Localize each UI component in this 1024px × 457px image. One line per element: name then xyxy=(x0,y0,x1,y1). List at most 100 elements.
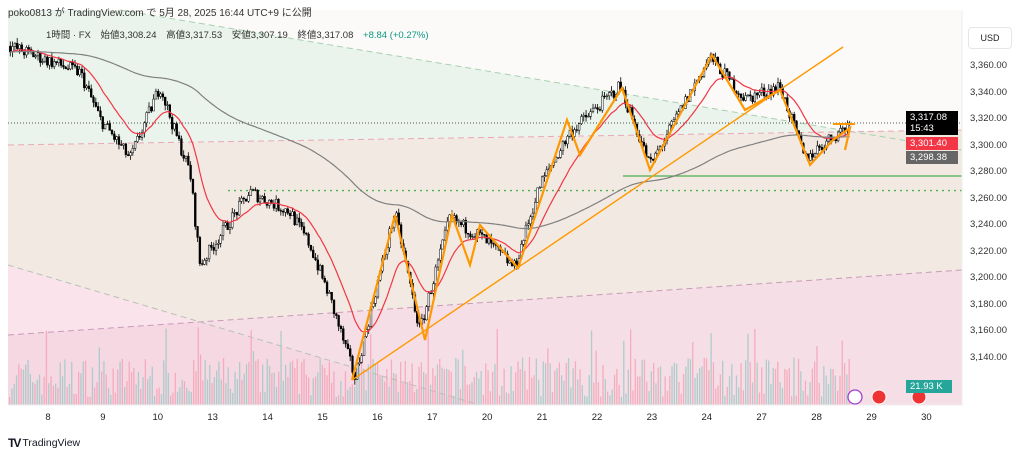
volume-bar xyxy=(87,396,89,405)
volume-bar xyxy=(740,363,742,405)
volume-bar xyxy=(337,395,340,405)
candle-body xyxy=(540,176,544,188)
candle-body xyxy=(92,96,95,103)
volume-bar xyxy=(731,364,733,405)
volume-bar xyxy=(452,396,455,405)
candle-body xyxy=(559,150,562,158)
candle-body xyxy=(272,203,276,209)
candle-body xyxy=(34,55,37,58)
candle-body xyxy=(298,217,301,223)
volume-bar xyxy=(830,368,832,405)
candle-body xyxy=(80,68,84,74)
candle-body xyxy=(582,114,585,117)
volume-bar xyxy=(48,383,50,405)
candle-body xyxy=(670,121,673,126)
x-tick: 28 xyxy=(811,412,822,423)
volume-bar xyxy=(643,359,646,405)
volume-bar xyxy=(324,367,326,405)
candle-body xyxy=(284,208,287,213)
candle-body xyxy=(170,117,174,130)
candle-body xyxy=(90,88,93,98)
volume-bar xyxy=(457,359,459,405)
candle-body xyxy=(9,45,12,53)
volume-bar xyxy=(726,386,728,405)
volume-bar xyxy=(756,362,758,405)
candle-body xyxy=(224,222,227,226)
volume-bar xyxy=(130,372,133,405)
volume-bar xyxy=(101,371,103,405)
x-tick: 13 xyxy=(207,412,218,423)
volume-bar xyxy=(809,382,811,405)
volume-bar xyxy=(774,368,777,405)
volume-bar xyxy=(837,390,839,405)
volume-bar xyxy=(34,383,36,405)
candle-body xyxy=(575,129,578,131)
candle-body xyxy=(36,52,40,57)
volume-bar xyxy=(540,396,542,405)
candle-body xyxy=(677,111,680,115)
volume-bar xyxy=(211,383,213,405)
currency-button[interactable]: USD xyxy=(968,27,1012,49)
volume-bar xyxy=(832,368,834,405)
volume-bar xyxy=(234,371,236,405)
volume-bar xyxy=(708,370,710,405)
volume-bar xyxy=(630,329,632,405)
volume-bar xyxy=(558,362,560,405)
volume-bar xyxy=(45,330,48,405)
candle-body xyxy=(279,210,282,212)
candle-body xyxy=(746,94,750,96)
candle-body xyxy=(295,217,299,225)
volume-bar xyxy=(473,376,475,405)
candle-body xyxy=(587,116,590,118)
volume-bar xyxy=(303,359,305,405)
y-tick: 3,160.00 xyxy=(970,325,1007,336)
volume-bar xyxy=(117,369,119,405)
volume-bar xyxy=(57,387,59,405)
volume-bar xyxy=(186,387,188,405)
volume-bar xyxy=(839,375,841,405)
candle-body xyxy=(601,95,604,111)
volume-bar xyxy=(588,375,590,405)
candle-body xyxy=(647,156,650,158)
volume-bar xyxy=(388,386,390,405)
volume-bar xyxy=(620,396,623,405)
volume-bar xyxy=(590,330,593,405)
volume-bar xyxy=(597,382,600,405)
candle-body xyxy=(263,196,266,203)
tradingview-logo[interactable]: TV TradingView xyxy=(8,436,80,450)
x-tick: 23 xyxy=(646,412,658,423)
volume-bar xyxy=(770,383,772,405)
volume-bar xyxy=(549,363,551,405)
volume-bar xyxy=(567,358,570,405)
candle-body xyxy=(124,143,128,155)
volume-bar xyxy=(59,362,61,405)
y-tick: 3,320.00 xyxy=(970,113,1007,124)
volume-bar xyxy=(195,371,197,405)
volume-bar xyxy=(761,367,763,405)
candle-body xyxy=(351,355,354,373)
volume-bar xyxy=(696,373,698,405)
candle-body xyxy=(739,93,743,98)
volume-bar xyxy=(167,372,169,405)
legend-low: 安値3,307.19 xyxy=(231,30,288,41)
candle-body xyxy=(596,107,599,110)
candle-body xyxy=(94,102,97,107)
volume-bar xyxy=(689,359,692,405)
volume-bar xyxy=(510,366,512,405)
volume-bar xyxy=(418,366,420,405)
candle-body xyxy=(27,47,30,50)
volume-bar xyxy=(174,372,176,405)
volume-bar xyxy=(218,361,220,405)
volume-bar xyxy=(786,370,788,405)
candle-body xyxy=(103,124,107,130)
volume-bar xyxy=(450,371,452,405)
volume-bar xyxy=(768,360,770,405)
candle-body xyxy=(344,340,347,345)
volume-bar xyxy=(498,395,501,405)
volume-bar xyxy=(701,366,703,405)
volume-bar xyxy=(482,394,485,405)
candle-body xyxy=(332,299,336,315)
volume-bar xyxy=(625,393,627,405)
